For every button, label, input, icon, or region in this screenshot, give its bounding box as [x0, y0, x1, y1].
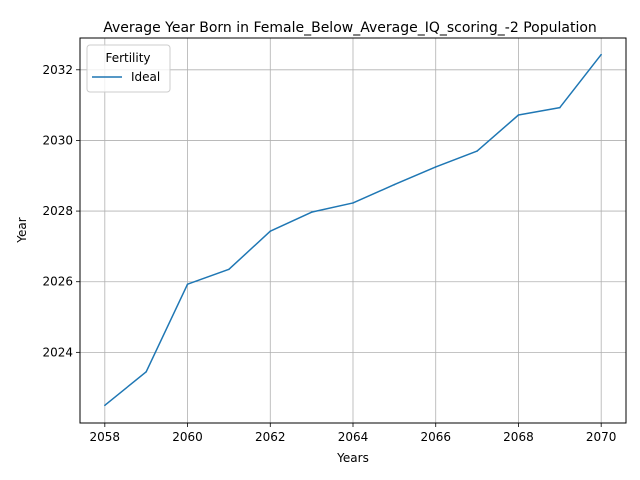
x-axis: 2058 2060 2062 2064 2066 2068 2070: [90, 423, 617, 444]
data-point: [559, 106, 561, 109]
y-axis: 2024 2026 2028 2030 2032: [42, 63, 80, 359]
series-lines: [104, 53, 602, 407]
y-axis-label: Year: [15, 217, 29, 243]
x-tick-label: 2060: [172, 430, 203, 444]
data-point: [517, 114, 520, 116]
data-point: [393, 183, 396, 186]
legend: Fertility Ideal: [86, 44, 171, 93]
data-point: [104, 404, 106, 407]
x-tick-label: 2066: [420, 430, 451, 444]
data-point: [476, 150, 478, 152]
x-tick-label: 2070: [586, 430, 617, 444]
y-tick-label: 2024: [42, 345, 73, 359]
x-tick-label: 2068: [503, 430, 534, 444]
data-point: [434, 166, 437, 168]
x-tick-label: 2058: [90, 430, 121, 444]
legend-entry-label: Ideal: [131, 70, 160, 84]
chart-title: Average Year Born in Female_Below_Averag…: [103, 20, 597, 36]
data-point: [310, 211, 313, 213]
data-point: [145, 371, 147, 373]
data-point: [269, 230, 272, 232]
y-tick-label: 2030: [42, 133, 73, 147]
legend-box: [86, 44, 171, 93]
legend-title: Fertility: [105, 51, 150, 65]
data-point: [228, 268, 230, 271]
y-tick-label: 2032: [42, 63, 73, 77]
x-tick-label: 2062: [255, 430, 286, 444]
x-tick-label: 2064: [338, 430, 369, 444]
y-tick-label: 2026: [42, 275, 73, 289]
data-point: [186, 283, 189, 285]
data-point: [352, 202, 354, 204]
y-tick-label: 2028: [42, 204, 73, 218]
x-axis-label: Years: [336, 451, 369, 465]
grid-lines: [80, 38, 626, 423]
data-point: [600, 53, 602, 56]
